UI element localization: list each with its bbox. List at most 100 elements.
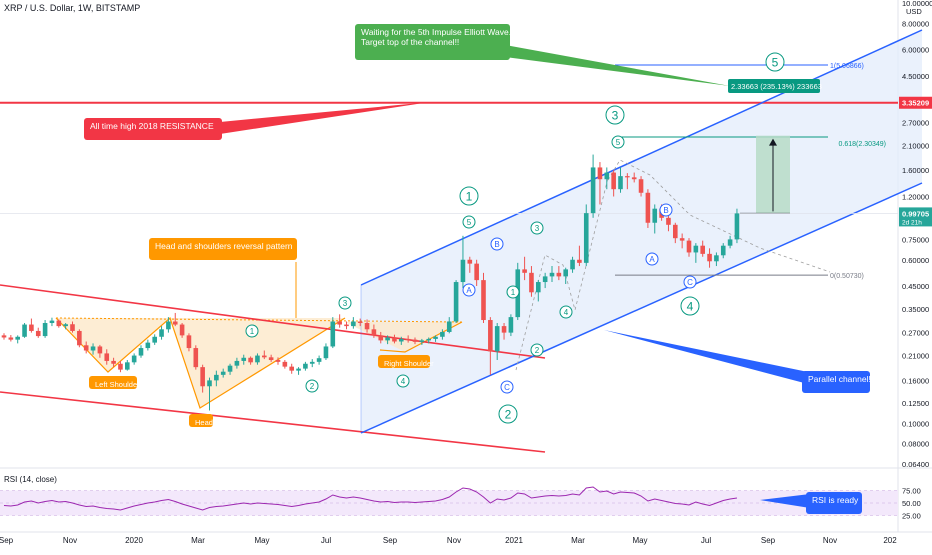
fib-level-label: 1(5.06866)	[830, 63, 864, 70]
candle-body	[405, 338, 411, 340]
candle-body	[563, 269, 568, 277]
wave5-callout-text: Target top of the channel!!	[361, 37, 459, 47]
minor-wave-label: 4	[401, 377, 406, 386]
candle-body	[446, 321, 452, 332]
fib-level-label: 0(0.50730)	[830, 273, 864, 280]
candle-body	[590, 167, 596, 214]
candle-body	[186, 335, 192, 349]
candle-body	[508, 317, 514, 333]
candle-body	[309, 361, 315, 364]
channel-callout	[802, 371, 870, 393]
candle-body	[262, 355, 267, 358]
time-tick-label: 2020	[125, 536, 143, 545]
price-tick-label: 8.00000	[902, 19, 929, 28]
candle-body	[583, 213, 589, 263]
price-tick-label: 10.00000	[902, 0, 932, 8]
minor-wave-label: 2	[310, 382, 315, 391]
corrective-wave-label: A	[649, 255, 655, 264]
candle-body	[241, 357, 247, 361]
target-label-box	[728, 79, 820, 93]
resistance-callout-pointer	[220, 102, 430, 134]
price-tick-label: 0.08000	[902, 440, 929, 449]
major-wave-label-circle	[605, 105, 625, 125]
rsi-tick-label: 25.00	[902, 512, 921, 521]
candle-body	[8, 337, 14, 340]
target-arrow-head	[769, 138, 777, 146]
minor-wave-label-circle	[462, 215, 476, 229]
price-tick-label: 6.00000	[902, 46, 929, 55]
candle-body	[577, 259, 582, 263]
minor-wave-label: 3	[343, 299, 348, 308]
candle-body	[344, 324, 349, 327]
price-tick-label: 0.99705	[902, 209, 929, 218]
candle-body	[686, 240, 692, 253]
candle-body	[618, 176, 623, 190]
candle-body	[392, 337, 397, 342]
major-wave-label-circle	[765, 52, 785, 72]
hs-callout-text: Head and shoulders reversal pattern	[155, 241, 293, 251]
time-tick-label: Mar	[191, 536, 205, 545]
minor-wave-label-circle	[530, 343, 544, 357]
corrective-wave-label-circle	[462, 283, 476, 297]
candle-body	[268, 357, 274, 361]
candle-body	[460, 259, 466, 283]
candle-body	[316, 358, 322, 362]
price-tick-label: 0.10000	[902, 419, 929, 428]
candle-body	[138, 348, 144, 356]
candle-body	[29, 324, 34, 331]
left-shoulder-label-text: Left Shoulder	[95, 380, 140, 389]
candle-body	[97, 346, 103, 354]
rsi-line	[3, 486, 738, 511]
minor-wave-label: 5	[467, 218, 472, 227]
candle-body	[652, 208, 658, 223]
rsi-title: RSI (14, close)	[4, 475, 57, 484]
channel-lower-line	[360, 182, 923, 434]
rsi-callout-text: RSI is ready	[812, 495, 859, 505]
hs-callout	[149, 238, 297, 260]
price-tick-label: 0.27000	[902, 329, 929, 338]
candle-body	[638, 179, 644, 193]
candle-body	[536, 282, 541, 293]
channel-callout-pointer	[604, 330, 808, 384]
left-shoulder-label	[89, 376, 137, 389]
candle-body	[488, 320, 493, 352]
candle-body	[104, 353, 110, 361]
candle-body	[351, 321, 356, 327]
price-tick-label: 0.60000	[902, 256, 929, 265]
candle-body	[426, 338, 431, 341]
candle-body	[172, 321, 178, 325]
candle-body	[303, 363, 308, 369]
minor-wave-label: 2	[535, 346, 540, 355]
resistance-callout	[84, 118, 222, 140]
major-wave-label: 5	[772, 56, 779, 70]
time-tick-label: Nov	[63, 536, 77, 545]
price-tick-label: 3.35209	[902, 99, 929, 108]
time-tick-label: 2021	[505, 536, 523, 545]
rsi-tick-label: 50.00	[902, 499, 921, 508]
candle-body	[399, 338, 404, 342]
candle-body	[364, 323, 370, 330]
major-wave-label: 3	[612, 109, 619, 123]
candle-body	[494, 326, 500, 352]
channel-fill	[361, 30, 922, 433]
time-tick-label: Mar	[571, 536, 585, 545]
wave5-callout	[355, 24, 510, 60]
candle-body	[22, 324, 27, 337]
time-tick-label: Sep	[383, 536, 398, 545]
candle-body	[227, 365, 233, 372]
candle-body	[63, 324, 68, 327]
wave-dashed-path	[515, 177, 609, 371]
correction-dashed-line	[607, 159, 831, 273]
candle-body	[56, 320, 62, 327]
corrective-wave-label-circle	[659, 203, 673, 217]
candle-body	[501, 326, 507, 333]
candle-body	[714, 255, 719, 262]
candle-body	[234, 360, 240, 366]
candle-body	[433, 336, 438, 339]
minor-wave-label-circle	[559, 305, 573, 319]
right-shoulder-label-text: Right Shoulder	[384, 359, 434, 368]
candle-body	[296, 368, 301, 371]
time-tick-label: May	[254, 536, 269, 545]
candle-body	[15, 336, 20, 340]
